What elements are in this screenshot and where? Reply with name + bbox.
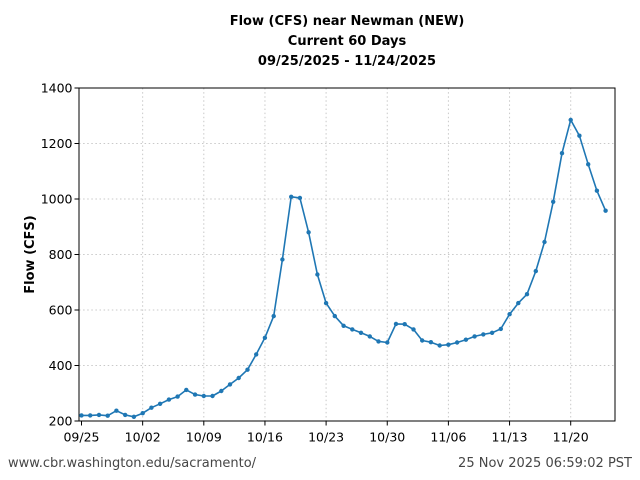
data-point [376, 339, 381, 344]
data-point [88, 413, 93, 418]
data-point [262, 335, 268, 340]
flow-line [80, 119, 607, 418]
data-point [524, 292, 530, 297]
y-tick-label: 1400 [41, 81, 73, 96]
data-point [551, 199, 556, 204]
data-point [446, 342, 451, 347]
data-point [140, 411, 145, 416]
data-point [385, 340, 390, 345]
data-point [131, 414, 137, 419]
data-point [79, 413, 84, 418]
footer-timestamp: 25 Nov 2025 06:59:02 PST [458, 456, 632, 471]
data-point [350, 327, 355, 332]
data-point [437, 343, 442, 348]
data-point [454, 340, 460, 345]
data-point [358, 330, 364, 335]
data-point [393, 321, 399, 327]
data-point [175, 394, 180, 399]
data-point [367, 334, 372, 339]
data-point [594, 188, 600, 193]
data-point [489, 330, 495, 335]
data-point [192, 392, 198, 397]
data-point [315, 272, 320, 277]
data-point [516, 300, 521, 306]
data-point [323, 300, 329, 306]
data-point [201, 393, 206, 399]
data-point [184, 387, 189, 393]
data-point [166, 397, 172, 402]
data-point [402, 322, 407, 327]
chart-title: Flow (CFS) near Newman (NEW) [229, 14, 465, 29]
data-point [210, 393, 215, 399]
data-point [289, 194, 294, 199]
data-point [428, 340, 434, 345]
data-point [577, 133, 582, 138]
x-tick-label: 09/25 [63, 430, 99, 445]
x-tick-label: 10/09 [186, 430, 222, 445]
data-point [341, 323, 346, 328]
data-point [219, 388, 224, 394]
y-tick-label: 1000 [41, 192, 73, 207]
data-point [586, 162, 591, 167]
x-tick-label: 10/16 [247, 430, 283, 445]
data-point [472, 334, 477, 339]
data-point [463, 337, 469, 342]
y-axis-title: Flow (CFS) [23, 215, 38, 293]
x-tick-label: 11/13 [492, 430, 528, 445]
data-point [507, 312, 512, 317]
x-tick-label: 11/20 [553, 430, 589, 445]
data-point [96, 412, 102, 418]
data-point [245, 367, 250, 372]
data-point [236, 375, 241, 381]
chart-date-range: 09/25/2025 - 11/24/2025 [257, 54, 437, 69]
data-point [105, 413, 110, 418]
data-point [533, 268, 538, 274]
data-point [297, 195, 303, 201]
data-point [280, 257, 285, 262]
data-point [559, 151, 565, 156]
data-point [481, 332, 486, 337]
data-point [498, 326, 503, 332]
y-tick-label: 1200 [41, 136, 73, 151]
x-tick-label: 11/06 [430, 430, 466, 445]
data-point [568, 117, 573, 123]
y-tick-label: 600 [49, 303, 73, 318]
footer: www.cbr.washington.edu/sacramento/ 25 No… [0, 456, 640, 471]
data-point [420, 338, 425, 343]
x-tick-label: 10/30 [369, 430, 405, 445]
data-point [149, 405, 154, 410]
footer-url: www.cbr.washington.edu/sacramento/ [8, 456, 257, 471]
x-tick-label: 10/23 [308, 430, 344, 445]
data-point [603, 208, 608, 213]
y-tick-label: 400 [49, 358, 73, 373]
y-tick-label: 800 [49, 247, 73, 262]
data-point [411, 327, 416, 332]
x-tick-label: 10/02 [125, 430, 161, 445]
data-point [254, 352, 259, 357]
data-point [123, 412, 128, 418]
data-point [542, 239, 547, 245]
data-point [332, 313, 337, 319]
data-point [227, 382, 233, 387]
y-tick-label: 200 [49, 414, 73, 429]
data-point [114, 408, 119, 413]
chart-subtitle: Current 60 Days [287, 34, 407, 49]
data-point [157, 401, 163, 406]
chart-title-block: Flow (CFS) near Newman (NEW) Current 60 … [79, 12, 615, 72]
data-point [271, 313, 276, 319]
data-point [306, 230, 311, 235]
